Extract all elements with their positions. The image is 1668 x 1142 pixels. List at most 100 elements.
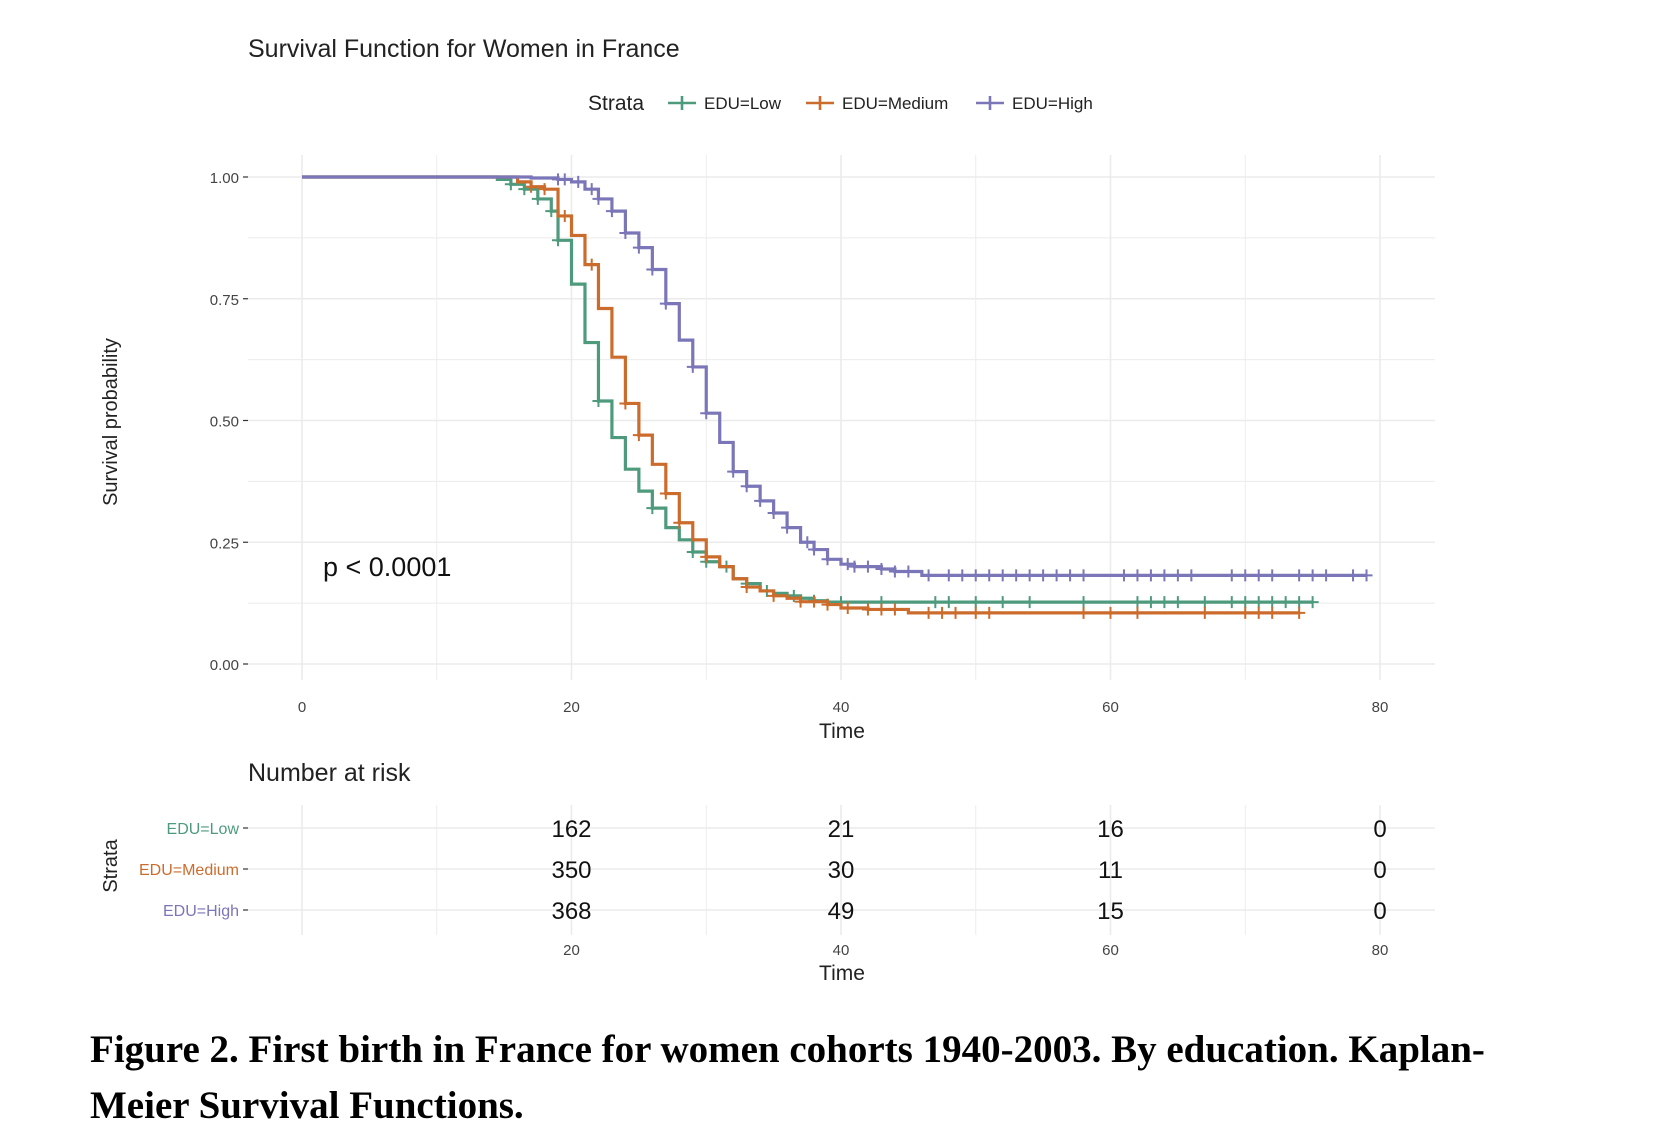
censor-mark: [808, 595, 821, 608]
censor-mark: [1023, 596, 1036, 609]
censor-mark: [1239, 596, 1252, 609]
censor-mark: [767, 507, 780, 520]
censor-mark: [740, 480, 753, 493]
risk-x-axis-label: Time: [819, 962, 865, 985]
figure: Survival Function for Women in France St…: [100, 35, 1435, 985]
risk-grid: [248, 805, 1435, 935]
risk-x-tick-label: 20: [563, 942, 580, 959]
censor-mark: [558, 209, 571, 222]
censor-mark: [1077, 596, 1090, 609]
censor-mark: [585, 183, 598, 196]
censor-mark: [1077, 569, 1090, 582]
censor-mark: [922, 569, 935, 582]
censor-mark: [552, 234, 565, 247]
censor-mark: [996, 596, 1009, 609]
censor-mark: [1266, 606, 1279, 619]
censor-mark: [936, 606, 949, 619]
risk-row-label: EDU=Medium: [139, 862, 239, 879]
censor-mark: [861, 603, 874, 616]
risk-x-axis-ticks: 20 40 60 80: [563, 942, 1388, 959]
censor-mark: [969, 606, 982, 619]
censor-mark: [942, 596, 955, 609]
censor-mark: [1171, 596, 1184, 609]
risk-count: 0: [1373, 857, 1386, 884]
censor-mark: [1158, 569, 1171, 582]
censor-mark: [922, 606, 935, 619]
censor-mark: [632, 241, 645, 254]
censor-mark: [841, 601, 854, 614]
legend-key: [976, 96, 1004, 110]
censor-mark: [1279, 596, 1292, 609]
grid: [248, 155, 1435, 680]
censor-mark: [821, 598, 834, 611]
censor-mark: [1158, 596, 1171, 609]
risk-count: 0: [1373, 816, 1386, 843]
censor-mark: [585, 258, 598, 271]
censor-mark: [1252, 606, 1265, 619]
censor-mark: [545, 205, 558, 218]
censor-mark: [605, 205, 618, 218]
censor-mark: [969, 569, 982, 582]
censor-mark: [646, 263, 659, 276]
censor-mark: [983, 606, 996, 619]
risk-count: 49: [828, 898, 855, 925]
survival-curves: [302, 173, 1373, 619]
censor-mark: [848, 560, 861, 573]
risk-rows: EDU=Low 162 21 16 0 EDU=Medium 350 30 11 0 EDU=Hig…: [139, 816, 1387, 925]
censor-mark: [1144, 569, 1157, 582]
p-value-annotation: p < 0.0001: [323, 552, 451, 582]
risk-count: 350: [551, 857, 591, 884]
risk-count: 0: [1373, 898, 1386, 925]
censor-mark: [1320, 569, 1333, 582]
censor-mark: [592, 395, 605, 408]
censor-mark: [1225, 569, 1238, 582]
risk-count: 30: [828, 857, 855, 884]
censor-mark: [949, 606, 962, 619]
figure-caption: Figure 2. First birth in France for wome…: [90, 1028, 1485, 1127]
censor-mark: [1347, 569, 1360, 582]
censor-mark: [531, 192, 544, 205]
censor-mark: [888, 603, 901, 616]
legend: Strata EDU=Low EDU=Medium EDU=High: [588, 92, 1093, 115]
censor-mark: [700, 407, 713, 420]
censor-mark: [1266, 569, 1279, 582]
survival-curve-line: [302, 175, 1313, 604]
censor-mark: [659, 487, 672, 500]
x-axis-label: Time: [819, 720, 865, 743]
risk-row-label: EDU=High: [163, 903, 239, 920]
x-tick-label: 60: [1102, 699, 1119, 716]
censor-mark: [686, 360, 699, 373]
censor-mark: [942, 569, 955, 582]
censor-mark: [754, 494, 767, 507]
y-tick-label: 0.25: [210, 535, 239, 552]
x-tick-label: 0: [298, 699, 306, 716]
survival-plot-panel: 0.00 0.25 0.50 0.75 1.00 0 20 40 60 80 p < 0.000…: [100, 155, 1435, 743]
x-tick-label: 40: [833, 699, 850, 716]
censor-mark: [1252, 596, 1265, 609]
censor-mark: [1104, 606, 1117, 619]
x-tick-label: 20: [563, 699, 580, 716]
risk-x-tick-label: 80: [1372, 942, 1389, 959]
censor-mark: [686, 545, 699, 558]
censor-mark: [861, 560, 874, 573]
legend-label: EDU=Medium: [842, 94, 948, 113]
risk-count: 16: [1097, 816, 1124, 843]
censor-mark: [1064, 569, 1077, 582]
y-axis-label: Survival probability: [100, 338, 122, 506]
censor-mark: [1306, 569, 1319, 582]
censor-mark: [1117, 569, 1130, 582]
censor-mark: [781, 521, 794, 534]
censor-mark: [1131, 596, 1144, 609]
censor-mark: [525, 180, 538, 193]
censor-mark: [632, 429, 645, 442]
y-tick-label: 0.00: [210, 657, 239, 674]
censor-mark: [1144, 596, 1157, 609]
censor-mark: [1171, 569, 1184, 582]
censor-mark: [1077, 606, 1090, 619]
risk-count: 11: [1098, 857, 1123, 884]
censor-mark: [1198, 596, 1211, 609]
censor-mark: [794, 595, 807, 608]
censor-mark: [619, 397, 632, 410]
y-tick-label: 0.50: [210, 414, 239, 431]
censor-mark: [902, 565, 915, 578]
